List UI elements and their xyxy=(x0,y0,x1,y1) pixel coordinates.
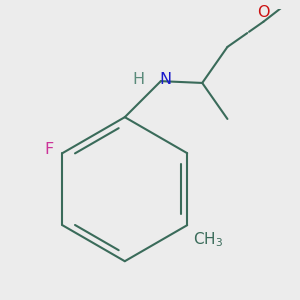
Text: N: N xyxy=(159,72,171,87)
Text: CH$_3$: CH$_3$ xyxy=(193,231,223,249)
Text: F: F xyxy=(44,142,53,157)
Text: H: H xyxy=(133,72,145,87)
Text: O: O xyxy=(257,5,270,20)
